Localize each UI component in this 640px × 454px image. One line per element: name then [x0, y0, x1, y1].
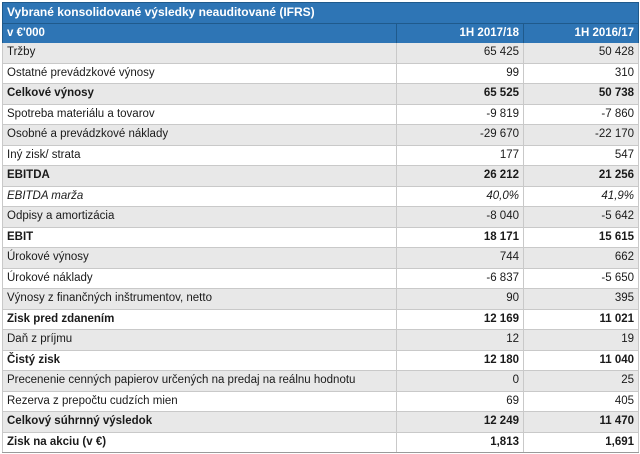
row-value-current-period: 69 [396, 391, 524, 412]
table-row: EBITDA 26 212 21 256 [2, 165, 640, 187]
table-row: Rezerva z prepočtu cudzích mien 69 405 [2, 391, 640, 412]
table-row: Celkové výnosy 65 525 50 738 [2, 83, 640, 105]
row-label: Úrokové náklady [2, 268, 397, 289]
table-row: Ostatné prevádzkové výnosy 99 310 [2, 63, 640, 84]
row-value-current-period: 65 525 [396, 83, 524, 105]
table-row: Tržby 65 425 50 428 [2, 43, 640, 64]
row-label: EBITDA [2, 165, 397, 187]
row-label: Spotreba materiálu a tovarov [2, 104, 397, 125]
row-value-prior-period: -5 650 [522, 268, 640, 289]
row-value-prior-period: 50 428 [522, 43, 640, 64]
table-title-row: Vybrané konsolidované výsledky neauditov… [1, 2, 640, 24]
row-label: Tržby [2, 43, 397, 64]
row-value-prior-period: -5 642 [522, 206, 640, 228]
table-row: Výnosy z finančných inštrumentov, netto 9… [2, 288, 640, 310]
row-value-current-period: -6 837 [396, 268, 524, 289]
row-label: EBIT [2, 227, 397, 248]
row-value-prior-period: 1,691 [522, 432, 640, 453]
row-value-prior-period: 19 [522, 329, 640, 351]
row-value-current-period: 12 [396, 329, 524, 351]
row-label: Celkové výnosy [2, 83, 397, 105]
column-header-row: v €'000 1H 2017/18 1H 2016/17 [2, 22, 640, 43]
row-label: Precenenie cenných papierov určených na … [2, 370, 397, 392]
row-value-prior-period: 11 021 [522, 309, 640, 330]
row-value-current-period: -29 670 [396, 124, 524, 146]
row-value-current-period: 12 180 [396, 350, 524, 371]
unit-header: v €'000 [2, 22, 397, 43]
row-label: Odpisy a amortizácia [2, 206, 397, 228]
row-value-prior-period: 310 [522, 63, 640, 84]
table-row: Zisk na akciu (v €) 1,813 1,691 [2, 432, 640, 453]
row-value-prior-period: 395 [522, 288, 640, 310]
table-row: Iný zisk/ strata 177 547 [2, 145, 640, 166]
table-row: Osobné a prevádzkové náklady -29 670 -22 1… [2, 124, 640, 146]
table-row: Celkový súhrnný výsledok 12 249 11 470 [2, 411, 640, 433]
row-value-prior-period: -7 860 [522, 104, 640, 125]
row-label: Zisk pred zdanením [2, 309, 397, 330]
row-label: Výnosy z finančných inštrumentov, netto [2, 288, 397, 310]
row-label: Iný zisk/ strata [2, 145, 397, 166]
row-value-current-period: 12 169 [396, 309, 524, 330]
row-value-current-period: 99 [396, 63, 524, 84]
row-value-current-period: 744 [396, 247, 524, 269]
row-value-current-period: 18 171 [396, 227, 524, 248]
row-value-current-period: 177 [396, 145, 524, 166]
table-row: Čistý zisk 12 180 11 040 [2, 350, 640, 371]
row-value-prior-period: 547 [522, 145, 640, 166]
row-value-prior-period: 41,9% [522, 186, 640, 207]
row-value-prior-period: 11 040 [522, 350, 640, 371]
row-label: Zisk na akciu (v €) [2, 432, 397, 453]
row-value-prior-period: 25 [522, 370, 640, 392]
table-row: Precenenie cenných papierov určených na … [2, 370, 640, 392]
table-row: Spotreba materiálu a tovarov -9 819 -7 860 [2, 104, 640, 125]
row-label: EBITDA marža [2, 186, 397, 207]
row-value-current-period: -8 040 [396, 206, 524, 228]
column-header-prior-period: 1H 2016/17 [522, 22, 640, 43]
table-row: EBIT 18 171 15 615 [2, 227, 640, 248]
row-value-current-period: 26 212 [396, 165, 524, 187]
row-value-prior-period: 405 [522, 391, 640, 412]
row-value-prior-period: 50 738 [522, 83, 640, 105]
table-title: Vybrané konsolidované výsledky neauditov… [1, 2, 640, 24]
row-value-prior-period: 11 470 [522, 411, 640, 433]
row-label: Úrokové výnosy [2, 247, 397, 269]
row-value-current-period: 1,813 [396, 432, 524, 453]
row-label: Čistý zisk [2, 350, 397, 371]
row-label: Celkový súhrnný výsledok [2, 411, 397, 433]
row-value-current-period: -9 819 [396, 104, 524, 125]
row-value-current-period: 40,0% [396, 186, 524, 207]
row-value-prior-period: -22 170 [522, 124, 640, 146]
table-row: Úrokové výnosy 744 662 [2, 247, 640, 269]
row-label: Osobné a prevádzkové náklady [2, 124, 397, 146]
column-header-current-period: 1H 2017/18 [396, 22, 524, 43]
row-value-prior-period: 662 [522, 247, 640, 269]
row-value-current-period: 65 425 [396, 43, 524, 64]
row-value-prior-period: 15 615 [522, 227, 640, 248]
row-label: Ostatné prevádzkové výnosy [2, 63, 397, 84]
row-value-prior-period: 21 256 [522, 165, 640, 187]
table-row: Daň z príjmu 12 19 [2, 329, 640, 351]
row-value-current-period: 0 [396, 370, 524, 392]
table-row: Odpisy a amortizácia -8 040 -5 642 [2, 206, 640, 228]
table-row: Zisk pred zdanením 12 169 11 021 [2, 309, 640, 330]
table-row: Úrokové náklady -6 837 -5 650 [2, 268, 640, 289]
row-value-current-period: 12 249 [396, 411, 524, 433]
row-label: Daň z príjmu [2, 329, 397, 351]
table-row: EBITDA marža 40,0% 41,9% [2, 186, 640, 207]
row-value-current-period: 90 [396, 288, 524, 310]
row-label: Rezerva z prepočtu cudzích mien [2, 391, 397, 412]
